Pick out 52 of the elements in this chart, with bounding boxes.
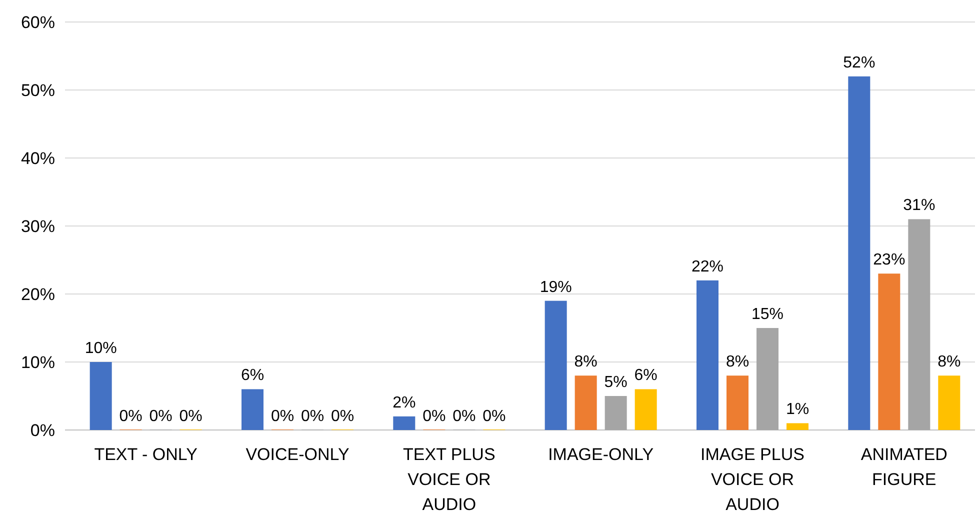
y-tick-label: 20% (20, 284, 55, 304)
bar (393, 416, 416, 430)
bar (726, 376, 748, 430)
bar (634, 389, 657, 430)
data-label: 8% (574, 354, 598, 371)
data-label: 15% (751, 306, 784, 323)
data-label: 0% (179, 408, 202, 425)
data-label: 6% (240, 367, 264, 384)
data-label: 0% (330, 408, 354, 425)
x-tick-label: ANIMATED FIGURE (860, 445, 948, 489)
data-label: 52% (843, 54, 876, 72)
data-label: 0% (422, 408, 446, 425)
data-label: 31% (903, 197, 936, 214)
data-label: 0% (119, 408, 142, 425)
data-label: 10% (84, 340, 117, 357)
data-label: 0% (149, 408, 172, 425)
bar (878, 274, 900, 430)
bar (786, 423, 808, 430)
data-label: 6% (634, 367, 658, 384)
y-tick-label: 30% (20, 216, 55, 236)
bar (574, 376, 597, 430)
bar (938, 376, 960, 430)
x-tick-label: VOICE-ONLY (246, 445, 350, 464)
y-tick-label: 0% (30, 420, 55, 440)
y-tick-label: 10% (20, 352, 55, 372)
data-label: 5% (604, 374, 628, 391)
bar (604, 396, 627, 430)
x-tick-label: TEXT - ONLY (94, 445, 198, 464)
x-tick-label: TEXT PLUS VOICE OR AUDIO (403, 445, 496, 514)
x-tick-label: IMAGE PLUS VOICE OR AUDIO (700, 445, 804, 514)
data-label: 0% (270, 408, 294, 425)
data-label: 1% (786, 401, 810, 418)
bar (544, 300, 567, 430)
data-label: 22% (691, 258, 724, 276)
data-label: 0% (300, 408, 324, 425)
data-label: 23% (873, 252, 906, 269)
data-label: 2% (392, 394, 416, 412)
y-tick-label: 60% (20, 12, 55, 32)
data-label: 8% (726, 354, 750, 371)
bar (756, 328, 778, 430)
bar (242, 389, 264, 430)
data-label: 19% (540, 278, 572, 296)
y-tick-label: 40% (20, 148, 55, 168)
data-label: 0% (452, 408, 476, 425)
bar (90, 362, 112, 430)
bar (696, 280, 718, 430)
y-tick-label: 50% (20, 80, 55, 100)
bar (908, 219, 930, 430)
data-label: 0% (482, 408, 506, 425)
data-label: 8% (938, 354, 961, 371)
bar (848, 76, 870, 430)
x-tick-label: IMAGE-ONLY (548, 445, 654, 464)
